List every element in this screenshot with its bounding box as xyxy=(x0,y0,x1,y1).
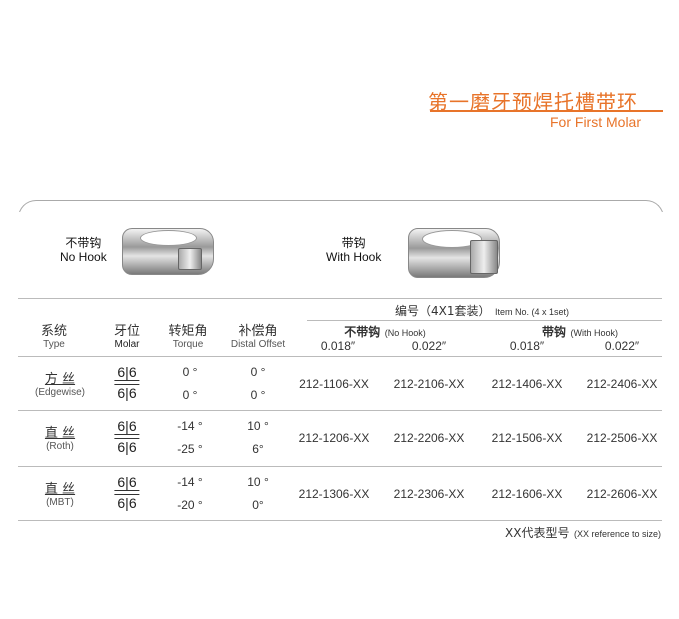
table-row-type: 直 丝 (Roth) xyxy=(44,426,76,452)
bracket-image xyxy=(178,248,202,270)
molar-lower: 6|6 xyxy=(114,384,140,401)
molar-lower: 6|6 xyxy=(114,438,140,455)
product-cn: 带钩 xyxy=(341,236,366,250)
molar-upper: 6|6 xyxy=(114,364,140,381)
title-english: For First Molar xyxy=(550,114,641,130)
product-cn: 不带钩 xyxy=(65,236,102,250)
size-header: 0.022″ xyxy=(411,339,447,353)
header-with-hook: 带钩 (With Hook) xyxy=(542,325,618,339)
table-top-line xyxy=(18,298,662,299)
table-row-type: 直 丝 (MBT) xyxy=(44,482,76,508)
size-header: 0.022″ xyxy=(604,339,640,353)
molar-upper: 6|6 xyxy=(114,474,140,491)
footnote: XX代表型号 (XX reference to size) xyxy=(505,526,661,540)
table-row-type: 方 丝 (Edgewise) xyxy=(34,372,86,398)
item-code: 212-2406-XX xyxy=(586,377,658,391)
offset-value: 0 ° xyxy=(250,388,266,402)
item-code: 212-1306-XX xyxy=(298,487,370,501)
subheader-line xyxy=(307,320,662,321)
header-no-hook: 不带钩 (No Hook) xyxy=(344,325,426,339)
molar-upper: 6|6 xyxy=(114,418,140,435)
item-code: 212-1606-XX xyxy=(491,487,563,501)
torque-value: -25 ° xyxy=(177,442,203,456)
item-code: 212-2606-XX xyxy=(586,487,658,501)
item-code: 212-2206-XX xyxy=(393,431,465,445)
size-header: 0.018″ xyxy=(320,339,356,353)
product-en: With Hook xyxy=(326,250,382,264)
header-item-no: 编号（4X1套装） Item No. (4 x 1set) xyxy=(395,304,569,318)
header-type: 系统 Type xyxy=(40,324,68,350)
product-label-no-hook: 不带钩 No Hook xyxy=(60,236,107,264)
torque-value: -20 ° xyxy=(177,498,203,512)
size-header: 0.018″ xyxy=(509,339,545,353)
bracket-hook-image xyxy=(470,240,498,274)
torque-value: 0 ° xyxy=(182,388,198,402)
header-bottom-line xyxy=(18,356,662,357)
title-underline xyxy=(430,110,663,112)
product-label-with-hook: 带钩 With Hook xyxy=(326,236,381,264)
offset-value: 10 ° xyxy=(247,475,269,489)
offset-value: 10 ° xyxy=(247,419,269,433)
item-code: 212-2506-XX xyxy=(586,431,658,445)
torque-value: -14 ° xyxy=(177,419,203,433)
torque-value: 0 ° xyxy=(182,365,198,379)
offset-value: 0 ° xyxy=(250,365,266,379)
torque-value: -14 ° xyxy=(177,475,203,489)
header-offset: 补偿角 Distal Offset xyxy=(230,324,286,350)
item-code: 212-1506-XX xyxy=(491,431,563,445)
molar-lower: 6|6 xyxy=(114,494,140,511)
header-torque: 转矩角 Torque xyxy=(168,324,208,350)
item-code: 212-1106-XX xyxy=(299,377,369,391)
product-en: No Hook xyxy=(60,250,107,264)
header-molar: 牙位 Molar xyxy=(113,324,141,350)
item-code: 212-2106-XX xyxy=(393,377,465,391)
item-code: 212-1406-XX xyxy=(491,377,563,391)
item-code: 212-1206-XX xyxy=(298,431,370,445)
offset-value: 6° xyxy=(252,442,264,456)
item-code: 212-2306-XX xyxy=(393,487,465,501)
offset-value: 0° xyxy=(252,498,264,512)
